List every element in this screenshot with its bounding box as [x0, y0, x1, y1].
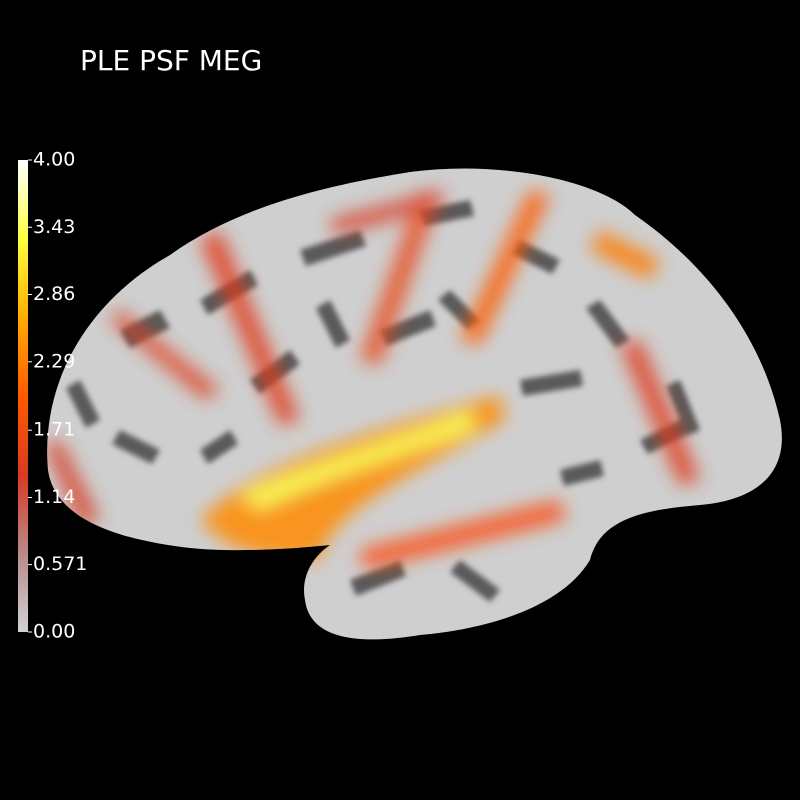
colorbar-tick-label: 2.86 — [33, 283, 75, 305]
colorbar-tick-label: 2.29 — [33, 350, 75, 372]
colorbar — [18, 160, 28, 632]
title: PLE PSF MEG — [80, 44, 262, 77]
colorbar-tick-label: 4.00 — [33, 149, 75, 171]
colorbar-tick-label: 0.00 — [33, 621, 75, 643]
colorbar-tick-label: 0.571 — [33, 553, 87, 575]
colorbar-tick-label: 1.71 — [33, 419, 75, 441]
colorbar-tick-label: 1.14 — [33, 486, 75, 508]
colorbar-tick-label: 3.43 — [33, 216, 75, 238]
